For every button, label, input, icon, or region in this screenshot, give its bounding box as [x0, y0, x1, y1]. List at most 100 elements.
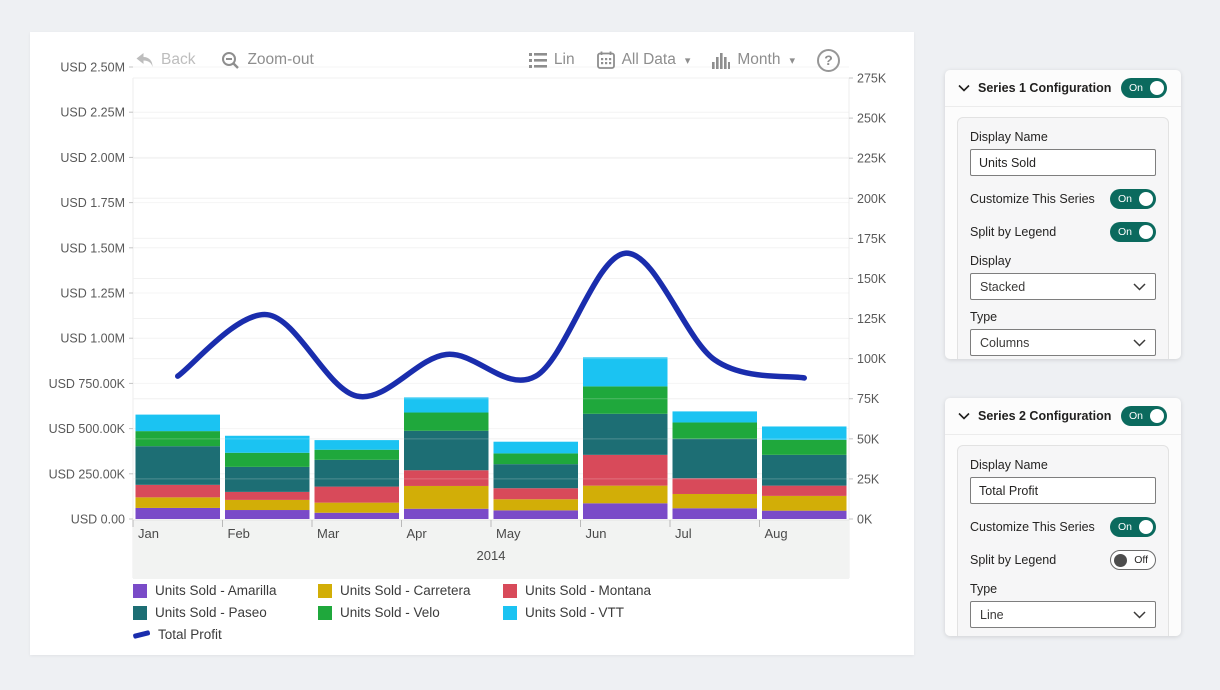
- series-1-settings: Display Name Customize This Series On Sp…: [957, 117, 1169, 359]
- bar-segment[interactable]: [583, 357, 668, 386]
- zoom-out-button[interactable]: Zoom-out: [221, 51, 313, 70]
- bar-segment[interactable]: [225, 500, 310, 510]
- x-axis-label[interactable]: Feb: [228, 526, 250, 541]
- series-1-enabled-toggle[interactable]: On: [1121, 78, 1167, 98]
- legend-label: Units Sold - VTT: [525, 605, 624, 620]
- legend-item[interactable]: Units Sold - Paseo: [133, 605, 267, 620]
- x-axis-label[interactable]: May: [496, 526, 521, 541]
- bar-segment[interactable]: [315, 513, 400, 519]
- display-select[interactable]: Stacked: [970, 273, 1156, 300]
- bar-segment[interactable]: [404, 470, 489, 486]
- bar-segment[interactable]: [315, 440, 400, 450]
- bar-segment[interactable]: [583, 455, 668, 486]
- bar-segment[interactable]: [315, 460, 400, 487]
- bar-segment[interactable]: [673, 439, 758, 478]
- bar-segment[interactable]: [762, 511, 847, 519]
- bar-segment[interactable]: [136, 508, 221, 519]
- bar-segment[interactable]: [225, 453, 310, 467]
- bar-segment[interactable]: [494, 510, 579, 519]
- split-by-legend-label: Split by Legend: [970, 553, 1056, 567]
- series-1-panel-header[interactable]: Series 1 Configuration On: [945, 70, 1181, 107]
- linear-scale-button[interactable]: Lin: [529, 51, 575, 69]
- bar-segment[interactable]: [762, 496, 847, 511]
- type-select[interactable]: Line: [970, 601, 1156, 628]
- bar-segment[interactable]: [315, 450, 400, 460]
- bar-segment[interactable]: [136, 497, 221, 508]
- calendar-icon: [597, 51, 615, 69]
- profit-line[interactable]: [178, 253, 805, 397]
- chevron-down-icon: [958, 84, 970, 92]
- bar-segment[interactable]: [225, 510, 310, 519]
- legend-swatch: [133, 606, 147, 620]
- bar-segment[interactable]: [583, 503, 668, 519]
- bar-segment[interactable]: [762, 440, 847, 455]
- bar-segment[interactable]: [404, 413, 489, 431]
- x-axis-label[interactable]: Mar: [317, 526, 340, 541]
- bar-segment[interactable]: [404, 509, 489, 519]
- split-by-legend-toggle[interactable]: On: [1110, 222, 1156, 242]
- legend-label: Total Profit: [158, 627, 222, 642]
- legend-item[interactable]: Units Sold - VTT: [503, 605, 624, 620]
- legend-item[interactable]: Units Sold - Carretera: [318, 583, 471, 598]
- bar-segment[interactable]: [494, 442, 579, 454]
- bar-segment[interactable]: [762, 426, 847, 439]
- legend-swatch: [503, 606, 517, 620]
- x-axis-label[interactable]: Jan: [138, 526, 159, 541]
- display-name-input[interactable]: [970, 477, 1156, 504]
- bar-segment[interactable]: [315, 503, 400, 513]
- legend-item[interactable]: Units Sold - Montana: [503, 583, 651, 598]
- bar-segment[interactable]: [494, 499, 579, 510]
- bar-segment[interactable]: [404, 397, 489, 412]
- help-button[interactable]: ?: [817, 49, 840, 72]
- bar-segment[interactable]: [673, 508, 758, 519]
- customize-series-toggle[interactable]: On: [1110, 189, 1156, 209]
- bar-segment[interactable]: [673, 494, 758, 508]
- customize-series-label: Customize This Series: [970, 192, 1095, 206]
- bar-segment[interactable]: [225, 492, 310, 500]
- bar-segment[interactable]: [494, 488, 579, 499]
- left-axis-label: USD 1.75M: [60, 196, 125, 210]
- bar-segment[interactable]: [762, 486, 847, 496]
- right-axis-label: 50K: [857, 432, 880, 446]
- series-2-enabled-toggle[interactable]: On: [1121, 406, 1167, 426]
- bar-segment[interactable]: [404, 486, 489, 509]
- bar-segment[interactable]: [673, 478, 758, 494]
- customize-series-toggle[interactable]: On: [1110, 517, 1156, 537]
- x-axis-label[interactable]: Aug: [765, 526, 788, 541]
- left-axis-label: USD 1.25M: [60, 287, 125, 301]
- legend-item[interactable]: Total Profit: [133, 627, 222, 642]
- bar-segment[interactable]: [673, 411, 758, 422]
- time-range-button[interactable]: All Data ▾: [597, 51, 691, 69]
- x-axis-label[interactable]: Apr: [407, 526, 428, 541]
- bar-segment[interactable]: [583, 386, 668, 413]
- toggle-knob: [1150, 409, 1164, 423]
- legend-item[interactable]: Units Sold - Amarilla: [133, 583, 277, 598]
- bar-segment[interactable]: [494, 453, 579, 464]
- split-by-legend-toggle[interactable]: Off: [1110, 550, 1156, 570]
- bar-segment[interactable]: [583, 486, 668, 504]
- back-button[interactable]: Back: [135, 51, 195, 69]
- type-select[interactable]: Columns: [970, 329, 1156, 356]
- bar-segment[interactable]: [494, 464, 579, 488]
- app-root: { "toolbar": { "back_label": "Back", "zo…: [0, 0, 1220, 690]
- bar-segment[interactable]: [136, 415, 221, 432]
- x-axis-label[interactable]: Jun: [586, 526, 607, 541]
- bar-segment[interactable]: [673, 422, 758, 438]
- customize-series-label: Customize This Series: [970, 520, 1095, 534]
- legend-item[interactable]: Units Sold - Velo: [318, 605, 440, 620]
- bar-segment[interactable]: [315, 487, 400, 503]
- x-axis-label[interactable]: Jul: [675, 526, 692, 541]
- series-1-config-panel: Series 1 Configuration On Display Name C…: [945, 70, 1181, 359]
- right-axis-label: 250K: [857, 112, 887, 126]
- display-name-input[interactable]: [970, 149, 1156, 176]
- bar-segment[interactable]: [136, 485, 221, 498]
- aggregation-button[interactable]: Month ▾: [712, 51, 795, 69]
- panel-title: Series 1 Configuration: [978, 81, 1121, 95]
- series-2-panel-header[interactable]: Series 2 Configuration On: [945, 398, 1181, 435]
- left-axis-label: USD 1.50M: [60, 241, 125, 255]
- left-axis-label: USD 2.25M: [60, 106, 125, 120]
- bar-segment[interactable]: [404, 431, 489, 470]
- bar-segment[interactable]: [762, 455, 847, 486]
- right-axis-label: 175K: [857, 232, 887, 246]
- bar-segment[interactable]: [583, 414, 668, 455]
